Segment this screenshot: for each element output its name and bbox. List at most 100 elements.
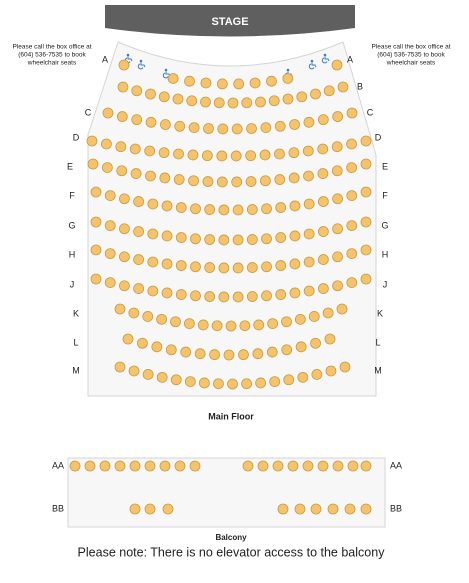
seat[interactable] xyxy=(267,318,279,330)
seat[interactable] xyxy=(289,119,300,130)
seat[interactable] xyxy=(261,203,272,215)
seat[interactable] xyxy=(232,234,244,246)
seat[interactable] xyxy=(142,369,154,380)
seat[interactable] xyxy=(281,344,293,356)
seat[interactable] xyxy=(269,376,281,388)
seat[interactable] xyxy=(144,503,156,515)
seat[interactable] xyxy=(128,307,140,319)
seat[interactable] xyxy=(339,361,351,373)
seat[interactable] xyxy=(344,503,356,515)
seat[interactable] xyxy=(188,122,200,134)
seat[interactable] xyxy=(147,198,159,210)
seat[interactable] xyxy=(289,230,301,242)
seat[interactable] xyxy=(204,291,216,302)
seat[interactable] xyxy=(327,503,339,515)
seat[interactable] xyxy=(173,174,185,185)
seat[interactable] xyxy=(165,344,177,356)
seat[interactable] xyxy=(294,313,306,325)
seat[interactable] xyxy=(190,233,201,245)
seat[interactable] xyxy=(172,93,184,105)
seat[interactable] xyxy=(190,261,201,273)
seat[interactable] xyxy=(332,223,343,235)
seat[interactable] xyxy=(204,204,216,215)
seat[interactable] xyxy=(255,96,266,108)
seat[interactable] xyxy=(115,141,127,153)
seat[interactable] xyxy=(289,258,301,270)
seat[interactable] xyxy=(158,147,170,159)
seat[interactable] xyxy=(245,176,257,187)
seat[interactable] xyxy=(303,198,315,210)
seat[interactable] xyxy=(101,138,112,150)
seat[interactable] xyxy=(216,150,228,162)
seat[interactable] xyxy=(259,149,271,161)
seat[interactable] xyxy=(288,172,300,184)
seat[interactable] xyxy=(86,135,98,147)
seat[interactable] xyxy=(129,503,141,515)
seat[interactable] xyxy=(119,193,130,205)
seat[interactable] xyxy=(175,289,187,300)
seat[interactable] xyxy=(294,503,306,515)
seat[interactable] xyxy=(128,365,140,377)
seat[interactable] xyxy=(241,97,253,109)
seat[interactable] xyxy=(161,258,173,270)
seat[interactable] xyxy=(282,93,294,105)
seat[interactable] xyxy=(242,460,254,472)
seat[interactable] xyxy=(239,320,251,332)
seat[interactable] xyxy=(325,365,337,377)
seat[interactable] xyxy=(200,96,211,108)
seat[interactable] xyxy=(230,150,242,162)
seat[interactable] xyxy=(144,145,156,157)
seat[interactable] xyxy=(160,119,171,130)
seat[interactable] xyxy=(203,123,214,134)
seat[interactable] xyxy=(118,59,130,71)
seat[interactable] xyxy=(227,97,239,109)
seat[interactable] xyxy=(104,277,116,288)
seat[interactable] xyxy=(161,230,173,242)
seat[interactable] xyxy=(104,220,116,231)
seat[interactable] xyxy=(346,138,357,150)
seat[interactable] xyxy=(360,244,372,256)
seat[interactable] xyxy=(232,204,244,216)
seat[interactable] xyxy=(303,170,314,182)
seat[interactable] xyxy=(317,254,329,265)
seat[interactable] xyxy=(156,371,168,383)
seat[interactable] xyxy=(231,176,243,188)
seat[interactable] xyxy=(297,371,309,383)
seat[interactable] xyxy=(241,378,252,390)
seat[interactable] xyxy=(186,95,198,107)
seat[interactable] xyxy=(190,203,201,215)
seat[interactable] xyxy=(129,143,141,155)
seat[interactable] xyxy=(360,186,372,198)
seat[interactable] xyxy=(324,333,336,345)
seat[interactable] xyxy=(156,313,168,325)
seat[interactable] xyxy=(332,111,344,122)
seat[interactable] xyxy=(227,378,238,390)
seat[interactable] xyxy=(246,234,258,245)
seat[interactable] xyxy=(360,216,372,228)
seat[interactable] xyxy=(317,226,329,237)
seat[interactable] xyxy=(90,273,102,285)
seat[interactable] xyxy=(275,202,287,213)
seat[interactable] xyxy=(232,291,244,303)
seat[interactable] xyxy=(346,107,358,119)
seat[interactable] xyxy=(190,290,201,302)
seat[interactable] xyxy=(198,377,210,389)
seat[interactable] xyxy=(218,234,230,246)
seat[interactable] xyxy=(246,262,258,273)
seat[interactable] xyxy=(332,460,344,472)
seat[interactable] xyxy=(238,349,249,361)
seat[interactable] xyxy=(84,460,96,472)
seat[interactable] xyxy=(303,116,315,128)
seat[interactable] xyxy=(133,226,145,237)
seat[interactable] xyxy=(114,460,126,472)
seat[interactable] xyxy=(289,200,301,212)
seat[interactable] xyxy=(310,503,322,515)
seat[interactable] xyxy=(275,289,287,300)
seat[interactable] xyxy=(303,285,315,297)
seat[interactable] xyxy=(310,88,321,100)
seat[interactable] xyxy=(233,78,245,90)
seat[interactable] xyxy=(260,122,272,134)
seat[interactable] xyxy=(175,260,187,271)
seat[interactable] xyxy=(287,460,299,472)
seat[interactable] xyxy=(347,460,359,472)
